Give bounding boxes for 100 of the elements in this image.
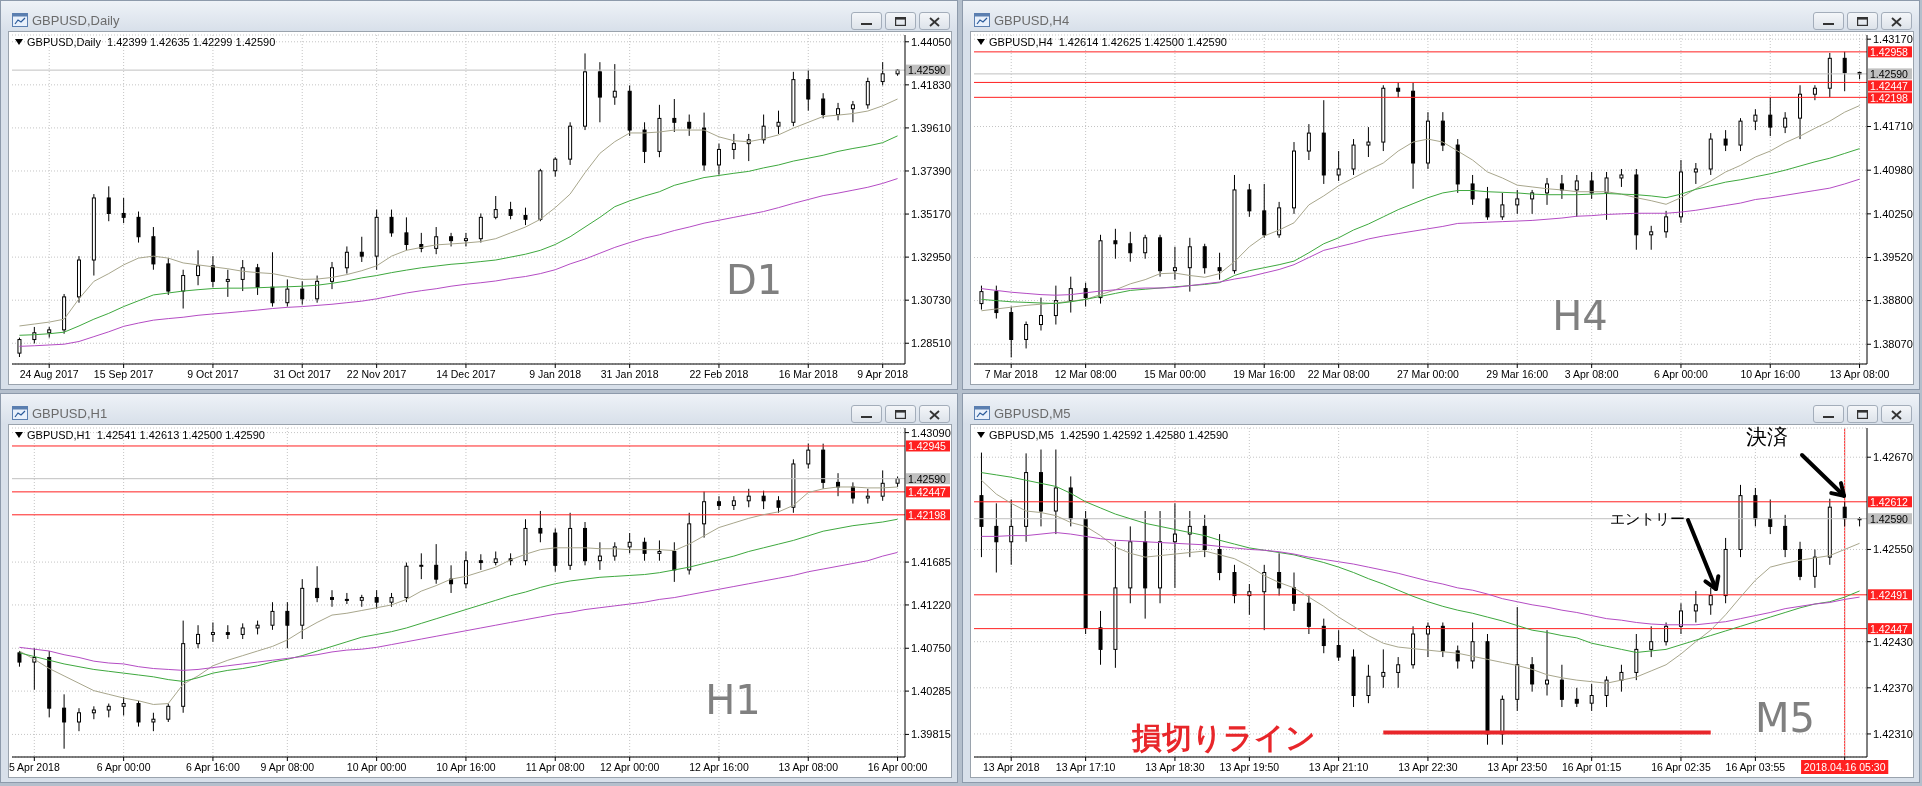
candlestick bbox=[1768, 498, 1773, 535]
x-tick-label: 13 Apr 18:30 bbox=[1145, 761, 1205, 773]
x-tick-label: 13 Apr 21:10 bbox=[1308, 761, 1369, 773]
candlestick bbox=[1098, 610, 1103, 666]
candlestick bbox=[761, 114, 766, 145]
candlestick bbox=[672, 541, 677, 583]
x-tick-label: 12 Mar 08:00 bbox=[1054, 368, 1117, 380]
ref-line-label: 1.42198 bbox=[908, 508, 947, 521]
y-tick-label: 1.28510 bbox=[911, 337, 951, 350]
candlestick bbox=[1217, 533, 1222, 581]
x-tick-label: 31 Jan 2018 bbox=[600, 368, 659, 380]
x-tick-label: 9 Apr 2018 bbox=[857, 368, 909, 380]
candlestick bbox=[1306, 595, 1311, 635]
y-tick-label: 1.39520 bbox=[1873, 251, 1913, 264]
x-tick-label: 13 Apr 19:50 bbox=[1219, 761, 1280, 773]
candlestick bbox=[821, 92, 826, 119]
y-tick-label: 1.43170 bbox=[1873, 33, 1913, 46]
x-tick-label: 10 Apr 00:00 bbox=[346, 761, 407, 773]
candlestick bbox=[1009, 498, 1014, 566]
candlestick bbox=[1470, 621, 1475, 670]
candlestick bbox=[1574, 687, 1579, 708]
candlestick bbox=[1068, 276, 1073, 314]
chart-subtitle: GBPUSD,H1 1.42541 1.42613 1.42500 1.42590 bbox=[27, 429, 265, 441]
ref-line-label: 1.42612 bbox=[1870, 495, 1909, 508]
x-tick-label: 12 Apr 00:00 bbox=[599, 761, 660, 773]
candlestick bbox=[463, 550, 468, 589]
x-tick-label: 10 Apr 16:00 bbox=[1740, 368, 1801, 380]
candlestick bbox=[1396, 656, 1401, 689]
x-tick-label: 12 Apr 16:00 bbox=[689, 761, 749, 773]
chart-title: GBPUSD,Daily bbox=[32, 13, 120, 28]
candlestick bbox=[315, 275, 320, 304]
candlestick bbox=[1559, 664, 1564, 708]
annotation: H4 bbox=[1552, 293, 1608, 339]
candlestick bbox=[389, 209, 394, 238]
candlestick bbox=[1425, 621, 1430, 658]
candlestick bbox=[1515, 189, 1520, 215]
y-tick-label: 1.32950 bbox=[911, 251, 951, 264]
candlestick bbox=[612, 63, 617, 106]
candlestick bbox=[210, 255, 215, 288]
x-tick-label: 15 Mar 00:00 bbox=[1143, 368, 1207, 380]
x-tick-label: 13 Apr 2018 bbox=[982, 761, 1040, 773]
candlestick bbox=[1113, 228, 1118, 260]
x-tick-label: 7 Mar 2018 bbox=[984, 368, 1038, 380]
candlestick bbox=[121, 696, 126, 717]
candlestick bbox=[106, 185, 111, 222]
candlestick bbox=[731, 495, 736, 511]
candlestick bbox=[1440, 111, 1445, 152]
candlestick bbox=[776, 110, 781, 135]
chart-subtitle: GBPUSD,M5 1.42590 1.42592 1.42580 1.42590 bbox=[989, 429, 1229, 441]
candlestick bbox=[76, 707, 81, 732]
candlestick bbox=[716, 143, 721, 176]
x-tick-label: 2018.04.16 05:30 bbox=[1803, 761, 1886, 773]
x-tick-label: 6 Apr 00:00 bbox=[1654, 368, 1708, 380]
candlestick bbox=[1321, 618, 1326, 654]
y-tick-label: 1.42310 bbox=[1873, 727, 1913, 740]
candlestick bbox=[493, 195, 498, 220]
candlestick bbox=[434, 543, 439, 585]
y-tick-label: 1.40750 bbox=[911, 642, 951, 655]
candlestick bbox=[1172, 502, 1177, 589]
candlestick bbox=[478, 212, 483, 244]
candlestick bbox=[716, 495, 721, 511]
y-tick-label: 1.40285 bbox=[911, 685, 951, 698]
candlestick bbox=[627, 532, 632, 554]
x-tick-label: 22 Feb 2018 bbox=[689, 368, 749, 380]
x-tick-label: 9 Oct 2017 bbox=[187, 368, 239, 380]
candlestick bbox=[1738, 117, 1743, 152]
candlestick bbox=[181, 269, 186, 310]
x-tick-label: 24 Aug 2017 bbox=[19, 368, 79, 380]
x-tick-label: 13 Apr 23:50 bbox=[1487, 761, 1548, 773]
candlestick bbox=[850, 100, 855, 123]
y-tick-label: 1.42550 bbox=[1873, 543, 1913, 556]
candlestick bbox=[1619, 664, 1624, 693]
candlestick bbox=[1262, 183, 1267, 239]
candlestick bbox=[1336, 629, 1341, 662]
candlestick bbox=[1336, 150, 1341, 182]
candlestick bbox=[1798, 84, 1803, 140]
y-tick-label: 1.39610 bbox=[911, 121, 951, 134]
candlestick bbox=[1559, 174, 1564, 200]
x-tick-label: 6 Apr 00:00 bbox=[96, 761, 151, 773]
x-tick-label: 5 Apr 2018 bbox=[8, 761, 60, 773]
ref-line-label: 1.42958 bbox=[1870, 45, 1909, 58]
candlestick bbox=[270, 601, 275, 631]
x-tick-label: 13 Apr 08:00 bbox=[778, 761, 839, 773]
candlestick bbox=[196, 249, 201, 286]
x-tick-label: 11 Apr 08:00 bbox=[525, 761, 585, 773]
candlestick bbox=[979, 285, 984, 311]
candlestick bbox=[1485, 186, 1490, 221]
x-tick-label: 14 Dec 2017 bbox=[436, 368, 496, 380]
candlestick bbox=[1634, 633, 1639, 681]
y-tick-label: 1.39815 bbox=[911, 728, 951, 741]
candlestick bbox=[1693, 590, 1698, 623]
x-tick-label: 9 Apr 08:00 bbox=[260, 761, 315, 773]
chart-subtitle: GBPUSD,Daily 1.42399 1.42635 1.42299 1.42590 bbox=[27, 36, 276, 48]
line-series bbox=[18, 551, 899, 671]
x-tick-label: 10 Apr 16:00 bbox=[436, 761, 496, 773]
candlestick bbox=[1753, 108, 1758, 131]
y-tick-label: 1.41710 bbox=[1873, 120, 1913, 133]
candlestick bbox=[806, 443, 811, 470]
x-tick-label: 22 Nov 2017 bbox=[346, 368, 407, 380]
candlestick bbox=[1292, 572, 1296, 612]
